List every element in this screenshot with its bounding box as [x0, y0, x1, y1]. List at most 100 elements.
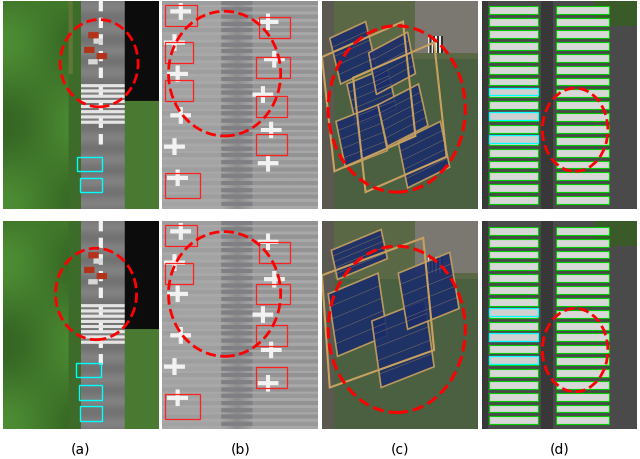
Polygon shape: [372, 301, 434, 388]
FancyBboxPatch shape: [556, 161, 609, 169]
FancyBboxPatch shape: [490, 67, 538, 74]
FancyBboxPatch shape: [556, 416, 609, 425]
FancyBboxPatch shape: [556, 55, 609, 62]
Polygon shape: [398, 253, 459, 330]
Bar: [165, 394, 200, 419]
Bar: [322, 280, 477, 429]
FancyBboxPatch shape: [556, 286, 609, 294]
FancyBboxPatch shape: [490, 393, 538, 401]
Bar: [433, 257, 435, 274]
Bar: [431, 37, 433, 54]
FancyBboxPatch shape: [490, 358, 538, 365]
FancyBboxPatch shape: [556, 310, 609, 318]
Bar: [441, 37, 442, 54]
FancyBboxPatch shape: [556, 263, 609, 271]
Bar: [165, 81, 193, 101]
FancyBboxPatch shape: [556, 31, 609, 39]
FancyBboxPatch shape: [490, 114, 538, 122]
FancyBboxPatch shape: [490, 126, 538, 134]
FancyBboxPatch shape: [556, 19, 609, 27]
FancyBboxPatch shape: [556, 7, 609, 15]
FancyBboxPatch shape: [490, 369, 538, 377]
Bar: [259, 18, 290, 39]
Bar: [428, 37, 429, 54]
Bar: [165, 263, 193, 284]
FancyBboxPatch shape: [556, 358, 609, 365]
FancyBboxPatch shape: [490, 78, 538, 86]
FancyBboxPatch shape: [556, 185, 609, 193]
Bar: [441, 257, 442, 274]
Bar: [428, 257, 429, 274]
Bar: [322, 2, 477, 64]
Bar: [435, 257, 437, 274]
Bar: [322, 60, 477, 209]
Bar: [256, 284, 290, 305]
Bar: [430, 37, 431, 54]
FancyBboxPatch shape: [490, 346, 538, 353]
FancyBboxPatch shape: [490, 310, 538, 318]
Bar: [322, 2, 335, 209]
Polygon shape: [398, 122, 450, 189]
FancyBboxPatch shape: [556, 405, 609, 413]
FancyBboxPatch shape: [490, 416, 538, 425]
Bar: [490, 88, 538, 96]
FancyBboxPatch shape: [490, 173, 538, 181]
FancyBboxPatch shape: [556, 196, 609, 205]
Bar: [256, 97, 287, 118]
Bar: [431, 257, 433, 274]
FancyBboxPatch shape: [490, 274, 538, 282]
Bar: [415, 2, 477, 54]
FancyBboxPatch shape: [490, 149, 538, 157]
FancyBboxPatch shape: [556, 274, 609, 282]
Bar: [81, 406, 102, 421]
FancyBboxPatch shape: [490, 196, 538, 205]
FancyBboxPatch shape: [556, 227, 609, 235]
FancyBboxPatch shape: [490, 298, 538, 306]
Bar: [594, 2, 637, 27]
Bar: [430, 257, 431, 274]
Bar: [541, 2, 554, 209]
FancyBboxPatch shape: [490, 322, 538, 330]
FancyBboxPatch shape: [556, 334, 609, 341]
Bar: [433, 37, 435, 54]
Bar: [256, 58, 290, 78]
Bar: [77, 157, 102, 172]
FancyBboxPatch shape: [490, 55, 538, 62]
Text: (c): (c): [390, 442, 409, 455]
FancyBboxPatch shape: [556, 78, 609, 86]
Polygon shape: [332, 230, 387, 280]
FancyBboxPatch shape: [556, 251, 609, 259]
FancyBboxPatch shape: [490, 102, 538, 110]
FancyBboxPatch shape: [556, 114, 609, 122]
FancyBboxPatch shape: [490, 185, 538, 193]
FancyBboxPatch shape: [490, 7, 538, 15]
FancyBboxPatch shape: [490, 90, 538, 98]
Bar: [490, 308, 538, 316]
FancyBboxPatch shape: [490, 19, 538, 27]
FancyBboxPatch shape: [556, 149, 609, 157]
Bar: [165, 226, 196, 246]
Polygon shape: [336, 106, 387, 168]
Bar: [437, 37, 439, 54]
FancyBboxPatch shape: [556, 346, 609, 353]
FancyBboxPatch shape: [556, 67, 609, 74]
Bar: [439, 37, 441, 54]
Bar: [490, 136, 538, 144]
Bar: [482, 2, 488, 209]
FancyBboxPatch shape: [490, 405, 538, 413]
FancyBboxPatch shape: [490, 161, 538, 169]
FancyBboxPatch shape: [556, 381, 609, 389]
Bar: [76, 363, 100, 377]
Bar: [256, 367, 287, 388]
Bar: [322, 222, 335, 429]
FancyBboxPatch shape: [556, 90, 609, 98]
Bar: [490, 113, 538, 121]
FancyBboxPatch shape: [556, 173, 609, 181]
Text: (b): (b): [230, 442, 250, 455]
Bar: [435, 37, 437, 54]
Bar: [322, 222, 477, 284]
Polygon shape: [328, 274, 387, 357]
Text: (d): (d): [550, 442, 570, 455]
Bar: [79, 386, 102, 400]
Bar: [490, 356, 538, 364]
